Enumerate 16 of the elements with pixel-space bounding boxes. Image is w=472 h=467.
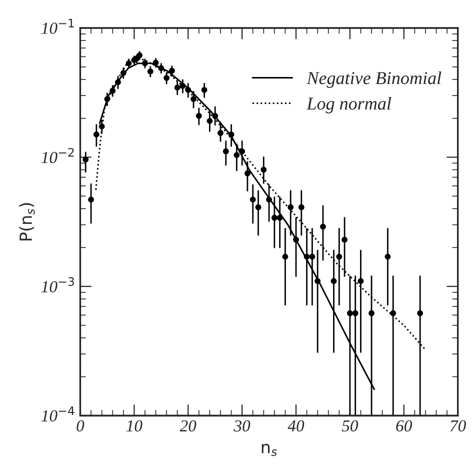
y-tick-label: 10$^{−3}$ — [41, 277, 74, 292]
x-tick-label: 20 — [180, 420, 196, 432]
y-axis-title: P(n$_{s}$) — [19, 203, 35, 240]
x-tick-label: 70 — [450, 420, 466, 432]
legend-label: Negative Binomial — [306, 72, 442, 88]
y-tick-label: 10$^{−4}$ — [41, 406, 74, 422]
legend-label: Log normal — [306, 97, 392, 114]
x-tick-label: 0 — [76, 420, 84, 432]
x-axis-title: n$_{s}$ — [262, 444, 277, 456]
x-tick-label: 30 — [234, 420, 250, 432]
x-tick-label: 10 — [126, 420, 142, 432]
x-tick-label: 50 — [342, 420, 358, 432]
x-tick-label: 60 — [396, 420, 412, 432]
x-tick-label: 40 — [288, 420, 304, 432]
y-tick-label: 10$^{−1}$ — [41, 18, 74, 34]
y-tick-label: 10$^{−2}$ — [41, 148, 74, 164]
